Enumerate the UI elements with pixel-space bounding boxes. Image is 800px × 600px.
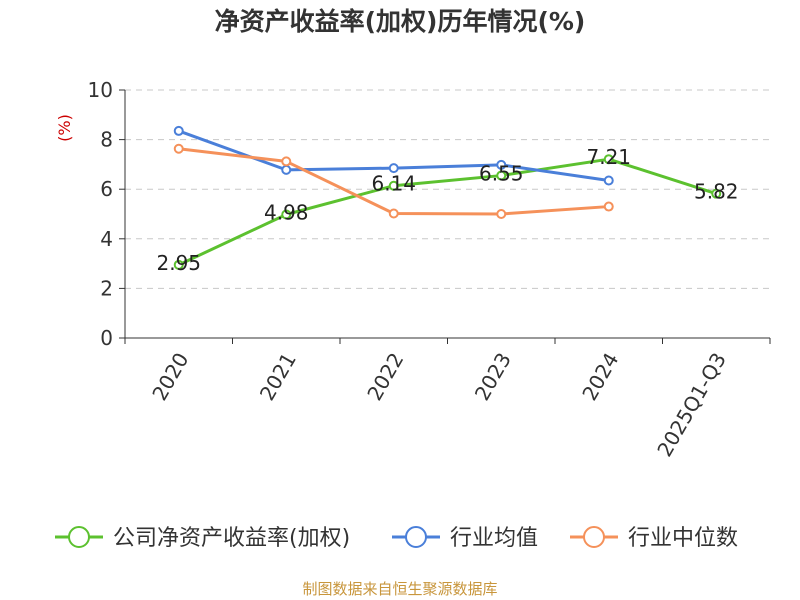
data-point[interactable] (496, 159, 507, 170)
legend-item[interactable]: 行业均值 (392, 526, 538, 551)
data-labels: 2.95 4.98 6.14 6.55 7.21 5.82 (156, 145, 738, 275)
x-tick-label: 2020 (147, 349, 193, 405)
legend[interactable]: 公司净资产收益率(加权) 行业均值 行业中位数 (55, 526, 738, 551)
legend-marker-icon (583, 526, 605, 548)
grid-lines (125, 89, 770, 289)
data-label: 6.55 (479, 162, 524, 186)
legend-label: 行业中位数 (628, 526, 738, 551)
y-tick-label: 0 (100, 326, 113, 350)
data-point[interactable] (281, 209, 292, 220)
data-label: 7.21 (586, 145, 631, 169)
y-axis-unit: (%) (55, 114, 74, 142)
data-point[interactable] (173, 125, 184, 136)
legend-label: 公司净资产收益率(加权) (113, 526, 350, 551)
y-tick-label: 6 (100, 177, 113, 201)
data-point[interactable] (173, 259, 184, 270)
x-tick-label: 2021 (255, 349, 301, 405)
legend-label: 行业均值 (450, 526, 538, 551)
legend-marker-icon (405, 526, 427, 548)
data-label: 6.14 (371, 172, 416, 196)
data-point[interactable] (603, 154, 614, 165)
data-point[interactable] (496, 209, 507, 219)
data-point[interactable] (173, 143, 184, 154)
x-tick-label: 2024 (577, 349, 623, 405)
series-line-1 (178, 157, 717, 267)
data-label: 5.82 (694, 180, 739, 204)
data-point[interactable] (603, 201, 614, 212)
data-point[interactable] (281, 164, 292, 175)
data-point[interactable] (711, 188, 722, 199)
data-label: 2.95 (156, 251, 201, 275)
y-tick-label: 2 (100, 276, 113, 300)
x-tick-label: 2025Q1-Q3 (652, 349, 731, 461)
legend-item[interactable]: 公司净资产收益率(加权) (55, 526, 350, 551)
data-point[interactable] (496, 170, 507, 181)
y-tick-label: 4 (100, 227, 113, 251)
axes: 0 2 4 6 8 10 2020 2021 2022 2023 2024 2025Q1-Q3 (88, 78, 771, 461)
data-point[interactable] (388, 180, 399, 191)
data-point[interactable] (603, 175, 614, 186)
legend-item[interactable]: 行业中位数 (570, 526, 738, 551)
data-point[interactable] (388, 208, 399, 219)
y-tick-label: 10 (88, 78, 113, 102)
source-note: 制图数据来自恒生聚源数据库 (302, 580, 498, 598)
data-point[interactable] (388, 163, 399, 174)
x-tick-label: 2023 (470, 349, 516, 405)
x-tick-label: 2022 (362, 349, 408, 405)
chart-title: 净资产收益率(加权)历年情况(%) (214, 7, 586, 36)
y-tick-label: 8 (100, 128, 113, 152)
data-point[interactable] (281, 156, 292, 167)
series-lines (173, 125, 722, 270)
data-label: 4.98 (264, 200, 309, 224)
legend-marker-icon (68, 526, 90, 548)
